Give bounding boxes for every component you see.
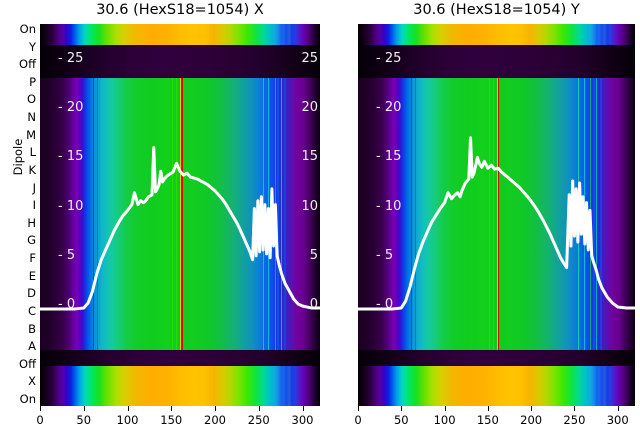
y-axis-label: Dipole [11,138,25,176]
category-label-left: On [19,392,36,406]
category-label-left: Y [28,39,36,54]
y-tick-label: 15 [301,149,318,165]
category-label-left: E [28,268,36,283]
x-axis-left: 0 50 100 150 200 250 300 [36,406,320,440]
x-tick-mark [258,406,260,411]
category-label-left: K [28,162,36,177]
category-label-left: O [26,92,36,107]
upper-dark-band-right [358,45,635,78]
x-tick-mark [302,406,304,411]
category-label-left: X [28,374,36,389]
y-tick-label: - 5 [376,247,394,263]
upper-dark-band-left [40,45,320,78]
y-tick-label: - 10 [376,198,402,214]
y-tick-label: 20 [301,100,318,116]
y-tick-label: - 15 [376,149,402,165]
bottom-spectral-band-left [40,366,320,406]
x-tick-mark [358,406,359,411]
x-tick-label: 300 [606,413,629,427]
category-label-left: C [27,303,36,318]
x-tick-label: 0 [354,413,362,427]
category-axis-left: On Y Off P O N M L K J I H G F E D C B A Off X On [2,22,38,406]
y-tick-label: 25 [301,51,318,66]
x-tick-mark [83,406,85,411]
category-label-left: A [28,339,36,354]
x-tick-label: 0 [36,413,44,427]
y-tick-label: - 10 [58,198,84,214]
x-tick-mark [215,406,216,411]
y-tick-label: - 5 [58,247,76,263]
category-label-left: On [19,22,36,36]
x-tick-mark [40,406,41,411]
category-label-left: H [27,215,36,230]
x-tick-label: 50 [393,413,409,427]
x-tick-label: 200 [204,413,226,427]
heatmap-panel-left[interactable]: - 25 - 20 - 15 - 10 - 5 - 0 25 20 15 10 5 0 [40,24,320,406]
category-label-left: P [29,74,36,89]
y-tick-label: - 15 [58,149,84,165]
x-tick-label: 250 [247,413,270,427]
top-spectral-band-left [40,24,320,45]
x-tick-mark [487,406,489,411]
y-tick-label: - 0 [376,297,394,312]
category-label-left: Off [19,356,36,371]
top-spectral-band-right [358,24,635,45]
x-tick-label: 200 [520,413,543,427]
profile-curve-right [358,136,635,311]
y-tick-label: 0 [309,297,318,312]
lower-dark-band-right [358,350,635,366]
x-tick-label: 50 [76,413,92,427]
x-tick-mark [171,406,173,411]
x-tick-mark [127,406,129,411]
x-tick-mark [617,406,619,411]
category-label-left: B [28,321,36,336]
profile-line [358,136,635,311]
bottom-spectral-band-right [358,366,635,406]
category-label-left: N [27,110,36,125]
x-tick-label: 100 [433,413,456,427]
category-label-left: I [32,198,36,213]
y-tick-label: - 0 [58,297,76,312]
x-tick-label: 250 [563,413,586,427]
y-tick-label: - 20 [58,100,84,116]
y-tick-label: - 25 [376,51,402,66]
category-label-left: J [32,180,36,195]
heatmap-panel-right[interactable]: - 25 - 20 - 15 - 10 - 5 - 0 [358,24,635,406]
y-tick-label: 5 [309,247,318,263]
category-label-left: D [27,286,36,301]
x-tick-mark [444,406,446,411]
x-tick-label: 100 [116,413,139,427]
x-tick-mark [531,406,533,411]
x-tick-label: 150 [476,413,499,427]
y-tick-label: - 25 [58,51,84,66]
panel-title-right: 30.6 (HexS18=1054) Y [413,2,580,18]
y-tick-label: 10 [301,198,318,214]
category-label-left: F [29,251,36,266]
lower-dark-band-left [40,350,320,366]
profile-curve-left [40,146,320,311]
profile-line [40,146,320,311]
x-tick-mark [574,406,576,411]
category-label-left: M [26,127,36,142]
category-label-left: Off [19,57,36,72]
category-label-left: G [27,233,36,248]
panel-title-left: 30.6 (HexS18=1054) X [96,2,264,18]
x-tick-label: 150 [160,413,183,427]
y-tick-label: - 20 [376,100,402,116]
x-tick-label: 300 [291,413,314,427]
x-tick-mark [401,406,403,411]
x-axis-right: 0 50 100 150 200 250 300 [354,406,635,440]
category-label-left: L [29,145,36,160]
